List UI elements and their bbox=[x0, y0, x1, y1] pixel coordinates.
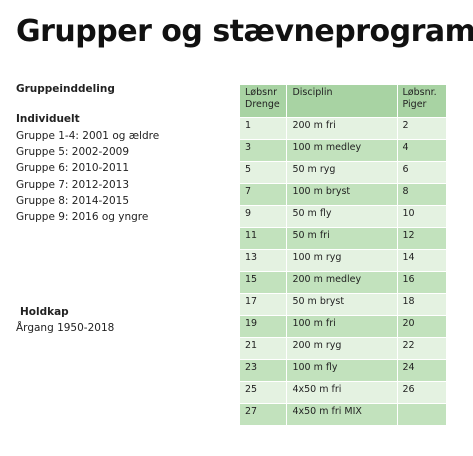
table-cell: 4x50 m fri bbox=[286, 381, 398, 404]
table-row: 25 4x50 m fri 26 bbox=[238, 381, 448, 404]
table-cell: 1 bbox=[238, 117, 288, 140]
table-cell: 23 bbox=[238, 359, 288, 382]
groups-heading: Gruppeinddeling bbox=[16, 83, 115, 95]
table-row: 3 100 m medley 4 bbox=[238, 139, 448, 162]
table-cell: 11 bbox=[238, 227, 288, 250]
group-item: Gruppe 5: 2002-2009 bbox=[16, 146, 130, 159]
table-cell: 25 bbox=[238, 381, 288, 404]
table-cell: 10 bbox=[396, 205, 448, 228]
table-cell: 2 bbox=[396, 117, 448, 140]
table-cell: 27 bbox=[238, 403, 288, 426]
program-table: Løbsnr Drenge Disciplin Løbsnr. Piger 1 200 … bbox=[238, 84, 448, 426]
table-cell: 22 bbox=[396, 337, 448, 360]
table-cell: 50 m fly bbox=[286, 205, 398, 228]
table-cell: 6 bbox=[396, 161, 448, 184]
table-row: 15 200 m medley 16 bbox=[238, 271, 448, 294]
table-cell: 21 bbox=[238, 337, 288, 360]
table-cell: 50 m fri bbox=[286, 227, 398, 250]
table-cell: 100 m bryst bbox=[286, 183, 398, 206]
table-cell: 100 m fly bbox=[286, 359, 398, 382]
table-cell: 100 m fri bbox=[286, 315, 398, 338]
table-cell: 15 bbox=[238, 271, 288, 294]
table-row: 17 50 m bryst 18 bbox=[238, 293, 448, 316]
group-item: Gruppe 6: 2010-2011 bbox=[16, 162, 130, 175]
table-row: 21 200 m ryg 22 bbox=[238, 337, 448, 360]
table-cell: 9 bbox=[238, 205, 288, 228]
table-row: 1 200 m fri 2 bbox=[238, 117, 448, 140]
table-row: 11 50 m fri 12 bbox=[238, 227, 448, 250]
table-row: 23 100 m fly 24 bbox=[238, 359, 448, 382]
table-cell: 200 m fri bbox=[286, 117, 398, 140]
table-cell: 19 bbox=[238, 315, 288, 338]
column-header: Løbsnr Drenge bbox=[238, 84, 288, 118]
table-cell: 24 bbox=[396, 359, 448, 382]
table-cell: 100 m medley bbox=[286, 139, 398, 162]
relay-heading: Holdkap bbox=[20, 306, 69, 318]
group-item: Gruppe 1-4: 2001 og ældre bbox=[16, 130, 160, 142]
group-item: Gruppe 8: 2014-2015 bbox=[16, 194, 130, 207]
table-cell bbox=[396, 403, 448, 426]
table-row: 9 50 m fly 10 bbox=[238, 205, 448, 228]
table-cell: 5 bbox=[238, 161, 288, 184]
table-cell: 3 bbox=[238, 139, 288, 162]
table-cell: 13 bbox=[238, 249, 288, 272]
table-cell: 20 bbox=[396, 315, 448, 338]
table-cell: 14 bbox=[396, 249, 448, 272]
table-cell: 50 m ryg bbox=[286, 161, 398, 184]
table-cell: 8 bbox=[396, 183, 448, 206]
table-cell: 200 m ryg bbox=[286, 337, 398, 360]
table-cell: 16 bbox=[396, 271, 448, 294]
table-row: 19 100 m fri 20 bbox=[238, 315, 448, 338]
table-row: 7 100 m bryst 8 bbox=[238, 183, 448, 206]
table-cell: 4 bbox=[396, 139, 448, 162]
individual-heading: Individuelt bbox=[16, 113, 80, 125]
column-header: Løbsnr. Piger bbox=[396, 84, 448, 118]
table-row: 5 50 m ryg 6 bbox=[238, 161, 448, 184]
column-header: Disciplin bbox=[286, 84, 398, 118]
table-cell: 26 bbox=[396, 381, 448, 404]
table-cell: 7 bbox=[238, 183, 288, 206]
table-cell: 18 bbox=[396, 293, 448, 316]
table-cell: 17 bbox=[238, 293, 288, 316]
table-row: 27 4x50 m fri MIX bbox=[238, 403, 448, 426]
group-item: Gruppe 7: 2012-2013 bbox=[16, 178, 130, 191]
title: Grupper og stævneprogram bbox=[16, 14, 473, 49]
group-item: Gruppe 9: 2016 og yngre bbox=[16, 211, 149, 223]
table-cell: 50 m bryst bbox=[286, 293, 398, 316]
table-cell: 100 m ryg bbox=[286, 249, 398, 272]
relay-text: Årgang 1950-2018 bbox=[16, 322, 115, 334]
table-cell: 200 m medley bbox=[286, 271, 398, 294]
table-cell: 4x50 m fri MIX bbox=[286, 403, 398, 426]
table-row: 13 100 m ryg 14 bbox=[238, 249, 448, 272]
table-cell: 12 bbox=[396, 227, 448, 250]
